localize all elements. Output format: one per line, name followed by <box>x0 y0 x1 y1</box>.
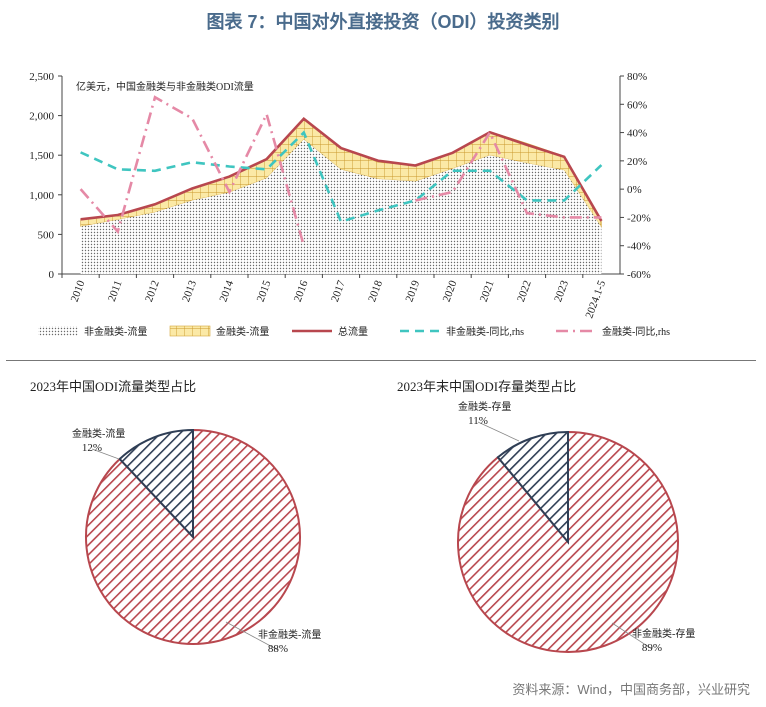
pie-flow-nonfinancial-label: 非金融类-流量 <box>258 628 321 641</box>
pie-flow-financial-label: 金融类-流量 <box>72 427 125 440</box>
pie-flow-title: 2023年中国ODI流量类型占比 <box>30 379 196 394</box>
legend-nonfinancial-yoy-label: 非金融类-同比,rhs <box>446 325 524 338</box>
legend-total-flow-label: 总流量 <box>338 325 368 338</box>
x-tick-label: 2018 <box>366 278 385 303</box>
x-tick-label: 2024.1-5 <box>583 278 608 320</box>
left-tick-label: 1,000 <box>29 190 54 202</box>
right-tick-label: 20% <box>627 156 647 168</box>
pie-stock-nonfinancial-leader <box>611 622 653 650</box>
combo-chart: 0 500 1,000 1,500 2,000 2,500 -60% -40% -20% 0% 20… <box>29 71 670 338</box>
x-tick-label: 2013 <box>180 278 199 303</box>
pie-flow-nonfinancial-pct: 88% <box>268 643 288 655</box>
x-tick-label: 2011 <box>106 279 125 303</box>
x-tick-label: 2010 <box>69 278 88 303</box>
line-nonfinancial-yoy <box>80 130 603 224</box>
unit-note: 亿美元，中国金融类与非金融类ODI流量 <box>76 80 254 93</box>
x-tick-label: 2014 <box>217 278 236 303</box>
x-tick-label: 2016 <box>292 278 311 303</box>
x-tick-label: 2017 <box>329 278 348 303</box>
pie-flow-financial-pct: 12% <box>82 442 102 454</box>
pie-flow-slice-financial <box>118 428 194 540</box>
right-tick-label: -60% <box>627 269 651 281</box>
left-tick-label: 2,500 <box>29 71 54 83</box>
legend-nonfinancial-flow-label: 非金融类-流量 <box>84 325 147 338</box>
pie-stock-financial-pct: 11% <box>468 415 488 427</box>
left-tick-label: 0 <box>49 269 55 281</box>
x-tick-label: 2012 <box>143 279 162 304</box>
pie-stock-nonfinancial-pct: 89% <box>642 642 662 654</box>
line-total-flow <box>80 117 603 222</box>
pie-flow-nonfinancial-leader <box>225 621 279 651</box>
pie-stock-financial-label: 金融类-存量 <box>458 400 511 413</box>
right-tick-label: 0% <box>627 184 642 196</box>
pie-stock-title: 2023年末中国ODI存量类型占比 <box>397 379 576 394</box>
right-tick-label: 40% <box>627 128 647 140</box>
x-tick-label: 2020 <box>441 278 460 303</box>
x-tick-label: 2015 <box>255 278 274 303</box>
left-tick-label: 2,000 <box>29 111 54 123</box>
pie-stock-nonfinancial-label: 非金融类-存量 <box>632 627 695 640</box>
left-tick-label: 1,500 <box>29 150 54 162</box>
right-tick-label: -20% <box>627 212 651 224</box>
right-tick-label: 60% <box>627 99 647 111</box>
legend-nonfinancial-flow-swatch <box>38 326 78 336</box>
line-financial-yoy <box>79 95 602 247</box>
right-tick-label: 80% <box>627 71 647 83</box>
figure-title: 图表 7：中国对外直接投资（ODI）投资类别 <box>206 12 560 32</box>
x-tick-label: 2019 <box>403 278 422 303</box>
legend-financial-flow-label: 金融类-流量 <box>216 325 269 338</box>
pie-stock-slice-financial <box>496 430 569 545</box>
x-tick-label: 2021 <box>478 279 497 304</box>
right-tick-label: -40% <box>627 241 651 253</box>
source-note: 资料来源：Wind，中国商务部，兴业研究 <box>512 682 750 697</box>
legend-financial-yoy-label: 金融类-同比,rhs <box>602 325 670 338</box>
pie-stock-financial-leader <box>477 421 520 442</box>
legend-financial-flow-swatch <box>169 325 211 337</box>
x-tick-label: 2023 <box>552 278 571 303</box>
divider-line <box>6 360 756 361</box>
pie-flow-financial-leader <box>91 448 120 460</box>
x-tick-label: 2022 <box>515 279 534 304</box>
left-tick-label: 500 <box>38 229 55 241</box>
area-nonfinancial-flow <box>80 139 602 274</box>
